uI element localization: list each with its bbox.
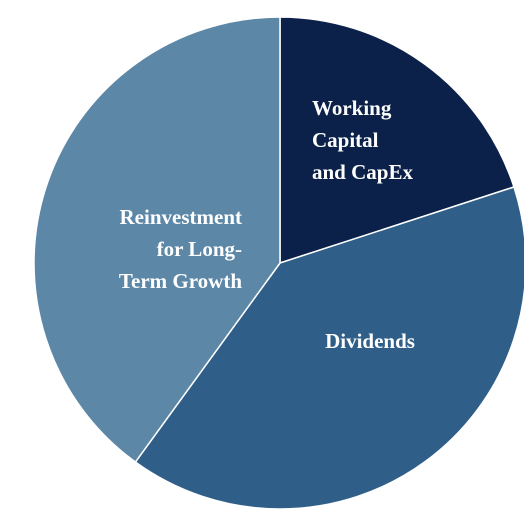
- pie-slice: [279, 16, 515, 264]
- slice-label: Working Capital and CapEx: [312, 96, 413, 184]
- slice-label: Dividends: [325, 329, 415, 353]
- pie-slice: [134, 186, 524, 510]
- slice-label: Reinvestment for Long- Term Growth: [118, 205, 242, 293]
- pie-slice: [33, 16, 281, 463]
